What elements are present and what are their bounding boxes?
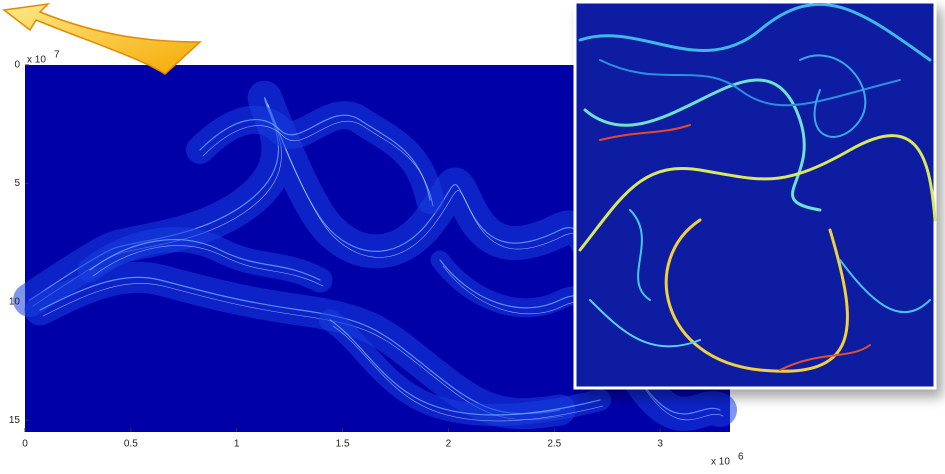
x-tick-label: 0 xyxy=(22,439,28,450)
x-tick-label: 1 xyxy=(234,439,240,450)
inset xyxy=(575,2,935,388)
y-tick-label: 0 xyxy=(14,60,20,71)
figure: 0 0.5 1 1.5 2 2.5 3 0 5 10 15 x 10 7 x 10 6 xyxy=(0,0,945,469)
y-tick-label: 15 xyxy=(9,415,21,426)
y_multiplier-exponent: 7 xyxy=(54,50,60,61)
x-tick-label: 3 xyxy=(657,439,663,450)
y_multiplier-base: x 10 xyxy=(27,55,46,66)
x_multiplier-base: x 10 xyxy=(711,457,730,468)
x-tick-label: 1.5 xyxy=(336,439,350,450)
y-tick-label: 10 xyxy=(9,296,21,307)
y-tick-label: 5 xyxy=(14,178,20,189)
x-tick-label: 2.5 xyxy=(547,439,561,450)
x-tick-label: 0.5 xyxy=(124,439,138,450)
x_multiplier-exponent: 6 xyxy=(738,452,744,463)
page: 00.511.522.53051015x 107x 106 (() => { c… xyxy=(0,0,945,469)
x-tick-label: 2 xyxy=(446,439,452,450)
